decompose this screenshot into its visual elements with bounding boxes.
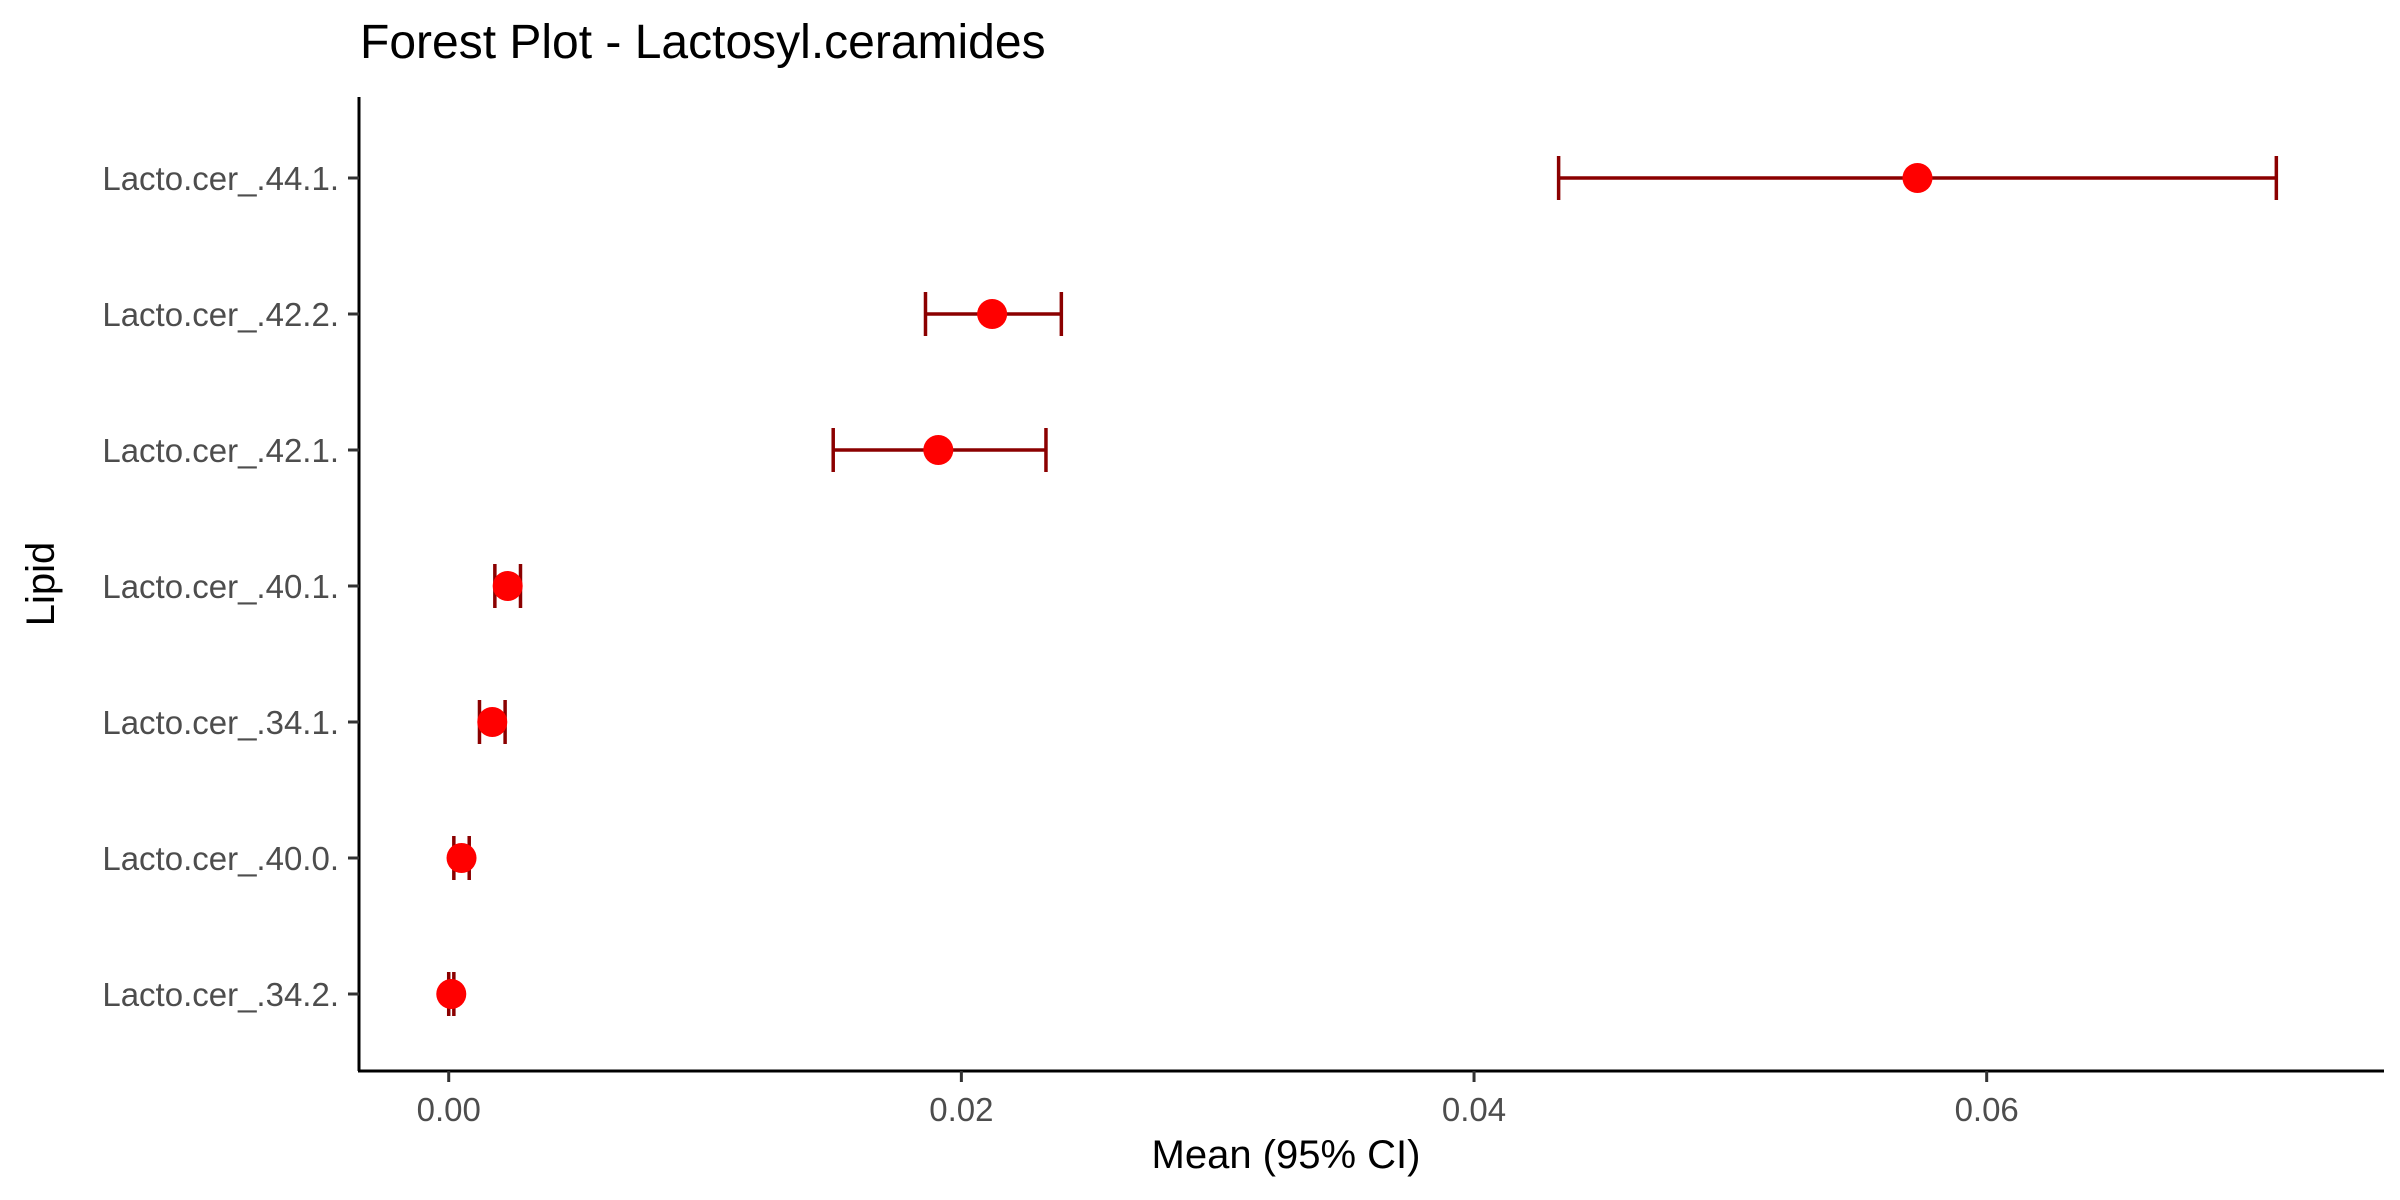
mean-point: [977, 299, 1008, 329]
x-tick-label: 0.04: [1442, 1091, 1506, 1128]
data-marks: [436, 156, 2279, 1016]
y-axis-title: Lipid: [19, 542, 63, 627]
x-tick-label: 0.00: [417, 1091, 481, 1128]
data-row: [446, 836, 477, 880]
mean-point: [436, 979, 467, 1009]
x-tick-label: 0.02: [929, 1091, 993, 1128]
mean-point: [446, 843, 477, 873]
mean-point: [492, 571, 523, 601]
x-ticks: 0.00 0.02 0.04 0.06: [417, 1071, 2019, 1128]
axes: [357, 97, 2384, 1073]
y-tick-label: Lacto.cer_.44.1.: [102, 160, 339, 197]
y-tick-label: Lacto.cer_.40.0.: [102, 840, 339, 877]
y-tick-label: Lacto.cer_.34.2.: [102, 976, 339, 1013]
mean-point: [1902, 163, 1933, 193]
y-tick-label: Lacto.cer_.34.1.: [102, 704, 339, 741]
x-tick-label: 0.06: [1955, 1091, 2019, 1128]
mean-point: [923, 435, 954, 465]
y-tick-label: Lacto.cer_.40.1.: [102, 568, 339, 605]
mean-point: [477, 707, 508, 737]
data-row: [436, 972, 467, 1016]
data-row: [492, 564, 523, 608]
y-tick-label: Lacto.cer_.42.2.: [102, 296, 339, 333]
y-ticks: Lacto.cer_.44.1. Lacto.cer_.42.2. Lacto.ce…: [102, 160, 359, 1013]
data-row: [477, 700, 508, 744]
data-row: [923, 292, 1064, 336]
x-axis-title: Mean (95% CI): [1152, 1133, 1421, 1177]
chart-title: Forest Plot - Lactosyl.ceramides: [360, 16, 1046, 69]
y-tick-label: Lacto.cer_.42.1.: [102, 432, 339, 469]
data-row: [831, 428, 1048, 472]
data-row: [1556, 156, 2279, 200]
